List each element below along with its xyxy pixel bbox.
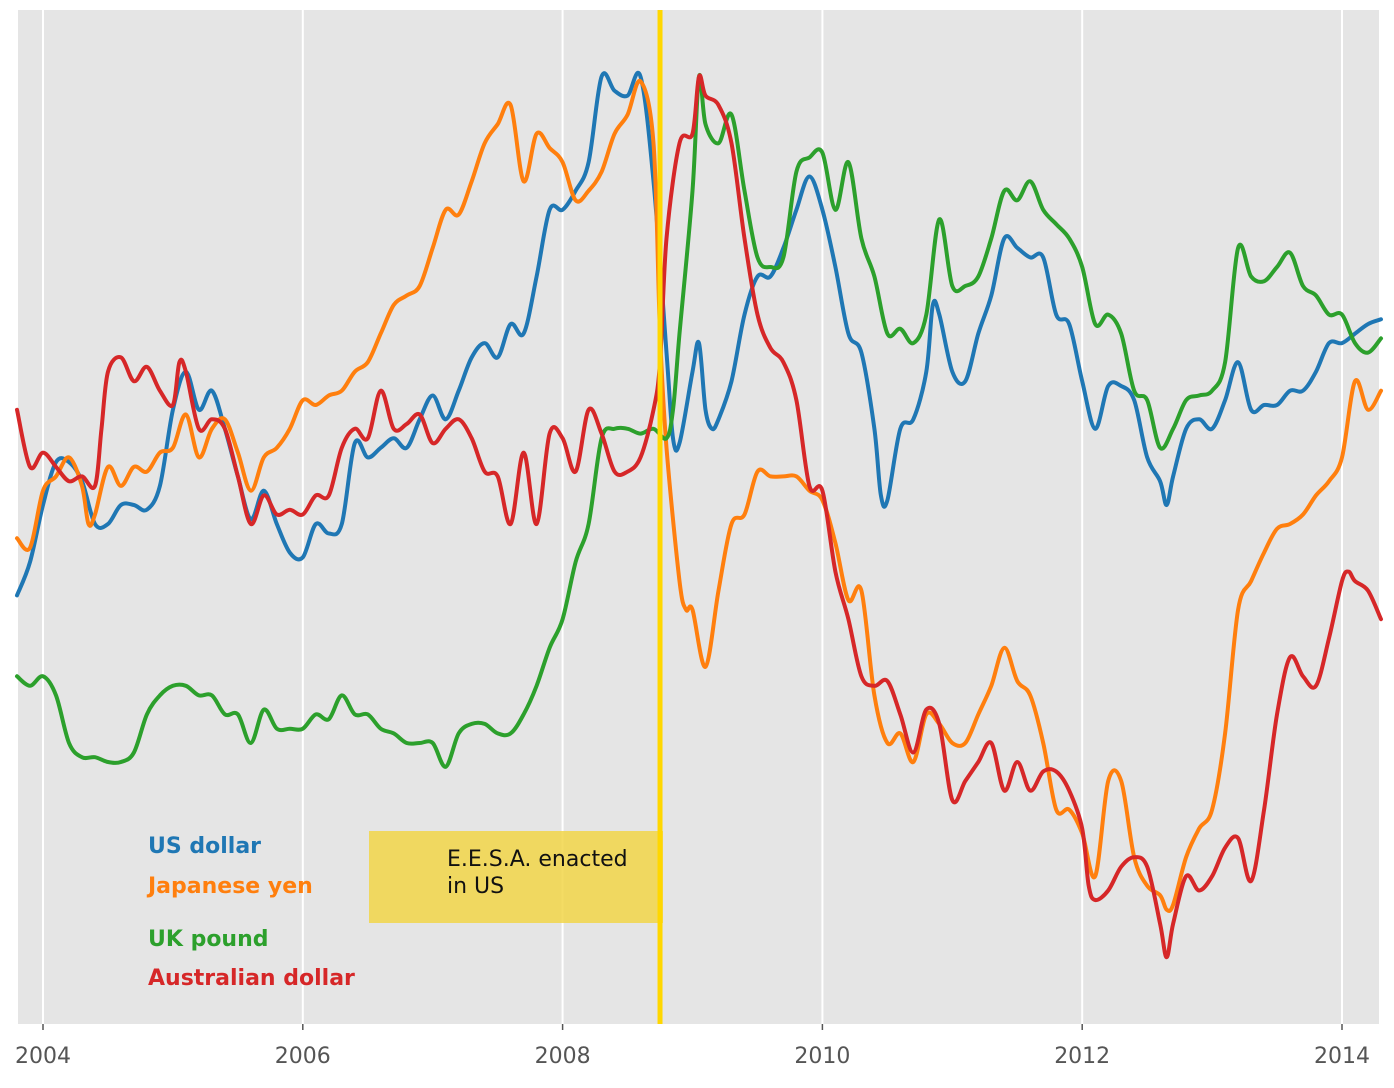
- tick-label-2008: 2008: [535, 1044, 591, 1069]
- legend-australian-dollar: Australian dollar: [148, 966, 355, 991]
- legend-uk-pound: UK pound: [148, 927, 269, 952]
- annotation-box: [369, 831, 663, 923]
- tick-label-2006: 2006: [275, 1044, 331, 1069]
- tick-label-2014: 2014: [1314, 1044, 1370, 1069]
- series-lines: [15, 71, 1383, 960]
- tick-label-2012: 2012: [1054, 1044, 1110, 1069]
- legend-japanese-yen: Japanese yen: [146, 874, 313, 899]
- series-line-japanese-yen: [15, 79, 1383, 914]
- annotation-text-line1: E.E.S.A. enacted: [447, 847, 628, 872]
- tick-label-2010: 2010: [794, 1044, 850, 1069]
- legend: US dollar Japanese yen UK pound Australi…: [146, 834, 355, 991]
- series-line-australian-dollar: [15, 73, 1383, 960]
- annotation-text-line2: in US: [447, 874, 504, 899]
- legend-us-dollar: US dollar: [148, 834, 261, 859]
- vertical-gridlines: [42, 10, 1343, 1024]
- annotation-label: E.E.S.A. enacted in US: [447, 847, 628, 899]
- plot-background: [18, 10, 1379, 1024]
- series-line-us-dollar: [15, 71, 1383, 598]
- tick-label-2004: 2004: [15, 1044, 71, 1069]
- x-axis-ticks: 2004 2006 2008 2010 2012 2014: [15, 1024, 1370, 1069]
- eesa-annotation-box: [369, 831, 663, 923]
